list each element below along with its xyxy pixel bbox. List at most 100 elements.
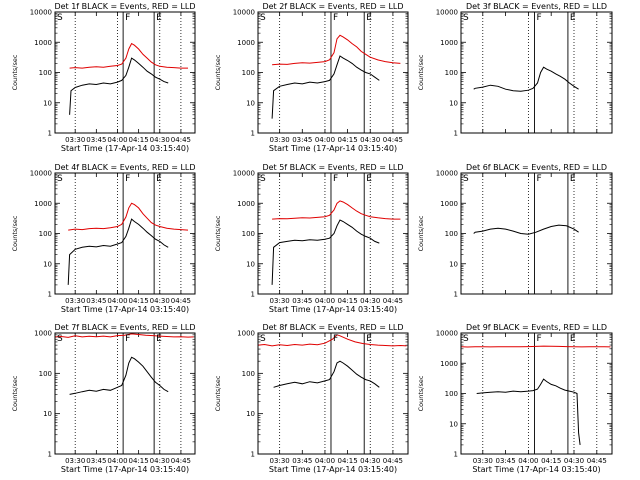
y-tick-label: 100 (445, 390, 458, 398)
y-tick-label: 1 (48, 130, 52, 138)
panel-title: Det 2f BLACK = Events, RED = LLD (262, 2, 403, 11)
x-tick-label: 04:45 (383, 136, 403, 144)
marker-f: F (536, 13, 541, 23)
x-tick-label: 03:45 (86, 136, 106, 144)
x-tick-label: 04:30 (150, 136, 170, 144)
x-tick-label: 04:00 (315, 297, 335, 305)
y-axis-label: Counts/sec (417, 375, 425, 411)
x-tick-label: 03:45 (86, 457, 106, 465)
x-tick-label: 04:00 (315, 457, 335, 465)
x-tick-label: 04:00 (518, 457, 538, 465)
x-tick-label: 04:30 (360, 297, 380, 305)
y-tick-label: 1000 (237, 39, 255, 47)
panel-title: Det 1f BLACK = Events, RED = LLD (54, 2, 195, 11)
x-tick-label: 04:45 (171, 457, 191, 465)
x-tick-label: 04:00 (315, 136, 335, 144)
x-tick-label: 04:15 (338, 136, 358, 144)
x-tick-label: 03:30 (270, 136, 290, 144)
series-line-lld (461, 345, 611, 348)
plot-frame (257, 172, 409, 295)
chart-panel-9: Det 9f BLACK = Events, RED = LLD Counts/s… (417, 323, 613, 474)
x-tick-label: 03:30 (65, 457, 85, 465)
x-tick-label: 04:15 (338, 457, 358, 465)
x-tick-label: 03:45 (86, 297, 106, 305)
x-tick-label: 03:45 (292, 297, 312, 305)
y-tick-label: 10 (43, 260, 52, 268)
y-tick-label: 1000 (34, 39, 52, 47)
y-tick-label: 1 (48, 451, 52, 459)
y-tick-label: 100 (445, 69, 458, 77)
y-tick-label: 100 (39, 69, 52, 77)
y-tick-label: 10 (246, 99, 255, 107)
marker-f: F (536, 174, 541, 184)
y-tick-label: 100 (39, 230, 52, 238)
y-tick-label: 1 (454, 291, 458, 299)
plot-frame (460, 332, 613, 455)
y-tick-label: 10 (449, 99, 458, 107)
y-tick-label: 10000 (233, 9, 255, 17)
panel-title: Det 3f BLACK = Events, RED = LLD (466, 2, 607, 11)
marker-e: E (570, 13, 576, 23)
x-axis-label: Start Time (17-Apr-14 03:15:40) (269, 305, 397, 314)
chart-panel-5: Det 5f BLACK = Events, RED = LLD Counts/s… (214, 163, 409, 314)
series-line-events (271, 219, 380, 285)
y-tick-label: 100 (242, 230, 255, 238)
marker-s: S (260, 174, 266, 184)
x-tick-label: 03:30 (473, 457, 493, 465)
panel-title: Det 6f BLACK = Events, RED = LLD (466, 163, 607, 172)
y-tick-label: 10000 (436, 330, 458, 338)
x-axis-label: Start Time (17-Apr-14 03:15:40) (269, 465, 397, 474)
marker-e: E (570, 174, 576, 184)
marker-f: F (333, 174, 338, 184)
marker-f: F (125, 334, 130, 344)
x-tick-label: 04:45 (383, 457, 403, 465)
panel-title: Det 9f BLACK = Events, RED = LLD (466, 323, 607, 332)
x-tick-label: 04:30 (150, 297, 170, 305)
y-axis-label: Counts/sec (11, 215, 19, 251)
x-tick-label: 03:30 (65, 136, 85, 144)
y-tick-label: 1000 (237, 200, 255, 208)
y-axis-label: Counts/sec (11, 375, 19, 411)
y-tick-label: 1000 (440, 360, 458, 368)
x-tick-label: 04:45 (171, 136, 191, 144)
y-tick-label: 100 (39, 370, 52, 378)
series-line-lld (69, 42, 188, 69)
marker-e: E (156, 334, 162, 344)
series-line-lld (55, 333, 194, 338)
y-tick-label: 100 (242, 69, 255, 77)
y-tick-label: 1000 (34, 330, 52, 338)
y-tick-label: 100 (445, 230, 458, 238)
plot-frame (460, 172, 613, 295)
series-line-events (271, 55, 380, 119)
marker-f: F (333, 334, 338, 344)
marker-f: F (125, 174, 130, 184)
marker-s: S (260, 334, 266, 344)
series-line-lld (258, 334, 407, 347)
y-tick-label: 10000 (30, 9, 52, 17)
y-tick-label: 10 (246, 260, 255, 268)
y-tick-label: 10000 (30, 170, 52, 178)
x-tick-label: 04:15 (129, 297, 149, 305)
marker-s: S (57, 334, 63, 344)
y-tick-label: 10 (449, 420, 458, 428)
marker-s: S (57, 174, 63, 184)
y-tick-label: 1000 (440, 200, 458, 208)
marker-s: S (463, 174, 469, 184)
x-tick-label: 04:00 (107, 297, 127, 305)
x-tick-label: 04:30 (360, 457, 380, 465)
x-tick-label: 04:15 (541, 457, 561, 465)
panel-title: Det 4f BLACK = Events, RED = LLD (54, 163, 195, 172)
marker-f: F (125, 13, 130, 23)
y-axis-label: Counts/sec (417, 215, 425, 251)
marker-e: E (366, 13, 372, 23)
marker-f: F (333, 13, 338, 23)
series-line-events (473, 224, 579, 235)
y-axis-label: Counts/sec (214, 375, 222, 411)
series-line-lld (272, 34, 401, 66)
y-axis-label: Counts/sec (214, 54, 222, 90)
plot-frame (54, 11, 196, 134)
chart-panel-4: Det 4f BLACK = Events, RED = LLD Counts/s… (11, 163, 196, 314)
y-tick-label: 1 (251, 291, 255, 299)
x-tick-label: 03:45 (495, 457, 515, 465)
x-axis-label: Start Time (17-Apr-14 03:15:40) (472, 465, 600, 474)
